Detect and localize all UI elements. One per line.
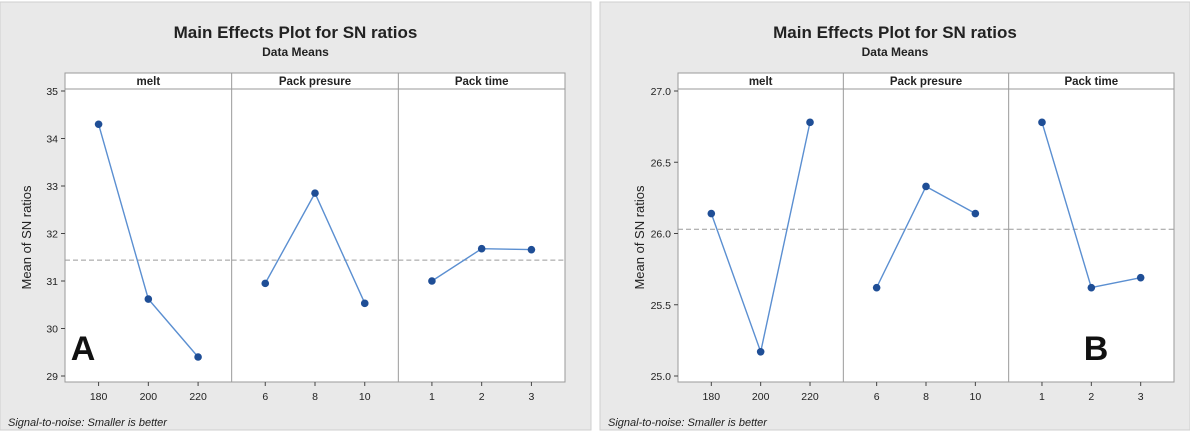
y-tick-label: 29	[46, 371, 58, 383]
chart-title: Main Effects Plot for SN ratios	[773, 23, 1017, 42]
panel-title: Pack time	[1064, 76, 1118, 88]
panel-title: Pack presure	[279, 76, 351, 88]
x-tick-label: 8	[923, 391, 929, 403]
panel-pack-presure: Pack presure 6 8 10	[842, 73, 1009, 403]
y-tick-label: 30	[46, 324, 58, 336]
y-axis-label: Mean of SN ratios	[19, 185, 34, 290]
chart-title: Main Effects Plot for SN ratios	[174, 23, 418, 42]
y-tick-label: 34	[46, 134, 58, 146]
data-point	[360, 299, 369, 308]
chart-b: Main Effects Plot for SN ratios Data Mean…	[599, 1, 1190, 431]
y-tick-label: 33	[46, 181, 58, 193]
data-point	[194, 353, 202, 361]
x-tick-label: 6	[262, 391, 268, 403]
x-tick-label: 220	[801, 391, 819, 403]
x-tick-label: 10	[359, 391, 371, 403]
panel-pack-time: Pack time 1 2 3	[397, 73, 565, 403]
data-point	[806, 118, 814, 127]
x-tick-label: 8	[312, 391, 318, 403]
y-tick-label: 25.5	[651, 300, 672, 312]
data-point	[1087, 283, 1096, 292]
panel-title: Pack time	[455, 76, 509, 88]
y-tick-label: 26.0	[651, 229, 672, 241]
footnote: Signal-to-noise: Smaller is better	[608, 417, 768, 429]
chart-letter-label: B	[1084, 330, 1109, 368]
panel-pack-presure: Pack presure 6 8 10	[231, 73, 399, 403]
data-point	[1038, 118, 1046, 127]
panel-title: melt	[749, 76, 773, 88]
panel-title: Pack presure	[890, 76, 962, 88]
y-tick-label: 26.5	[651, 157, 672, 169]
y-tick-label: 35	[46, 86, 58, 98]
chart-subtitle: Data Means	[862, 45, 929, 59]
x-tick-label: 200	[140, 391, 158, 403]
data-point	[756, 347, 765, 356]
x-tick-label: 180	[703, 391, 721, 403]
x-tick-label: 180	[90, 391, 108, 403]
plot-area	[677, 72, 1175, 383]
x-tick-label: 10	[970, 391, 982, 403]
data-point	[144, 295, 153, 303]
data-point	[971, 209, 980, 218]
y-tick-label: 27.0	[651, 86, 672, 98]
data-point	[428, 277, 436, 285]
footnote: Signal-to-noise: Smaller is better	[8, 417, 168, 429]
data-point	[1136, 273, 1145, 282]
x-tick-label: 3	[1138, 391, 1144, 403]
panel-title: melt	[137, 76, 161, 88]
plot-area	[64, 72, 566, 383]
x-tick-label: 3	[528, 391, 534, 403]
x-tick-label: 220	[189, 391, 207, 403]
data-point	[872, 283, 881, 292]
data-point	[707, 209, 716, 218]
chart-letter-label: A	[71, 330, 96, 368]
panel-melt: melt 180 200 220	[678, 76, 844, 403]
x-tick-label: 1	[429, 391, 435, 403]
x-tick-label: 2	[1088, 391, 1094, 403]
y-tick-label: 32	[46, 229, 58, 241]
x-tick-label: 2	[479, 391, 485, 403]
chart-a: Main Effects Plot for SN ratios Data Mean…	[0, 1, 592, 431]
x-tick-label: 1	[1039, 391, 1045, 403]
data-point	[94, 120, 103, 129]
data-point	[311, 189, 319, 197]
data-point	[261, 279, 270, 288]
x-tick-label: 6	[874, 391, 880, 403]
data-point	[477, 244, 486, 253]
y-tick-label: 31	[46, 276, 58, 288]
y-axis-label: Mean of SN ratios	[632, 185, 647, 290]
data-point	[527, 245, 536, 254]
chart-subtitle: Data Means	[262, 45, 329, 59]
y-tick-label: 25.0	[651, 371, 672, 383]
x-tick-label: 200	[752, 391, 770, 403]
panel-pack-time: Pack time 1 2 3	[1008, 73, 1174, 403]
panel-melt: melt 180 200 220	[65, 76, 232, 403]
data-point	[922, 182, 930, 191]
